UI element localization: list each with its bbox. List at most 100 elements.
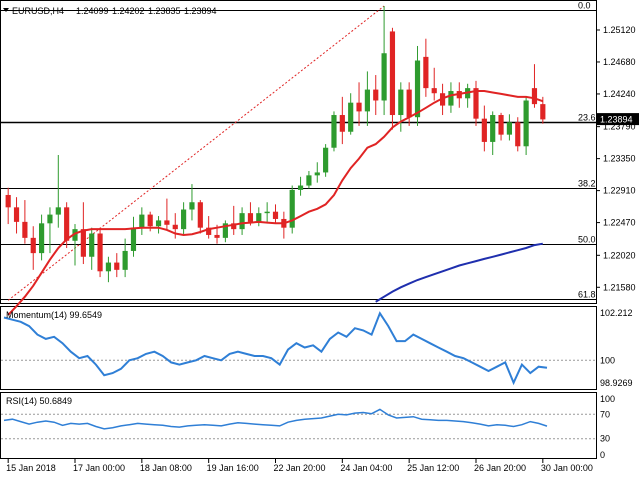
candle-body (47, 214, 53, 224)
price-tick-label: 1.22470 (603, 218, 636, 228)
candle-body (297, 185, 304, 190)
candle-body (264, 211, 270, 214)
current-price-box (597, 113, 639, 126)
candle (80, 202, 86, 265)
open-value: 1.24099 (76, 6, 109, 16)
slow-ma-line (375, 242, 543, 303)
time-tick-label: 15 Jan 2018 (6, 463, 56, 473)
candle-body (448, 91, 454, 106)
candle-body (39, 223, 45, 254)
candle-body (214, 234, 220, 238)
candle (105, 256, 112, 283)
candle (389, 27, 396, 130)
candle-body (306, 175, 312, 186)
candlesticks (5, 6, 546, 283)
candle (289, 185, 295, 234)
rsi-title: RSI(14) 50.6849 (6, 396, 72, 406)
candle (5, 187, 11, 225)
candle-body (13, 207, 20, 222)
candle (222, 220, 228, 243)
candle (239, 207, 245, 235)
candle (373, 75, 379, 116)
candle-body (498, 115, 504, 135)
dotted-trendline (7, 5, 385, 301)
candle (30, 226, 36, 270)
time-tick-label: 18 Jan 08:00 (140, 463, 192, 473)
candle (431, 67, 437, 101)
high-value: 1.24202 (112, 6, 145, 16)
price-tick-label: 1.23350 (603, 154, 636, 164)
rsi-indicator: 70 30 100 0 (1, 394, 615, 460)
candle-body (72, 229, 78, 241)
momentum-tick-label: 98.9269 (600, 378, 633, 388)
candle-body (331, 115, 337, 148)
candle (181, 202, 187, 235)
candle-body (490, 115, 496, 142)
time-tick-label: 26 Jan 20:00 (474, 463, 526, 473)
candle (531, 64, 538, 108)
candle-body (189, 202, 195, 210)
candle (13, 197, 20, 234)
trendline (7, 5, 385, 301)
candle-body (155, 220, 162, 227)
candle-body (22, 221, 28, 238)
candle (130, 216, 137, 257)
time-tick-label: 25 Jan 12:00 (407, 463, 459, 473)
time-tick-label: 17 Jan 00:00 (73, 463, 125, 473)
candle-body (481, 118, 487, 142)
fast-ma-line (7, 90, 544, 316)
price-tick-label: 1.24680 (603, 57, 636, 67)
candle (164, 198, 170, 231)
main-pane-frame (0, 0, 597, 304)
rsi-tick-label: 30 (600, 434, 610, 444)
time-axis: 15 Jan 2018 17 Jan 00:00 18 Jan 08:00 19 Ja… (6, 459, 593, 473)
candle-body (473, 88, 479, 119)
candle (89, 227, 95, 270)
close-value: 1.23894 (184, 6, 217, 16)
candle-body (5, 194, 11, 208)
candle-body (55, 207, 61, 215)
candle (381, 6, 387, 116)
candle (473, 80, 479, 126)
fib-label: 0.0 (578, 1, 591, 11)
candle-body (122, 250, 128, 270)
price-tick-label: 1.22910 (603, 186, 636, 196)
candle (423, 38, 429, 97)
candle-body (364, 89, 370, 112)
candle-body (523, 100, 529, 147)
time-tick-label: 22 Jan 20:00 (274, 463, 326, 473)
current-price-label: 1.23894 (600, 115, 633, 125)
momentum-title: Momentum(14) 99.6549 (6, 310, 102, 320)
candle-body (256, 213, 262, 222)
candle (206, 216, 212, 239)
candle (197, 200, 203, 234)
candle (406, 82, 412, 126)
candle-body (197, 202, 203, 228)
momentum-indicator: 102.212 100 98.9269 (1, 308, 633, 388)
candle-body (172, 224, 178, 230)
candle (297, 176, 304, 196)
candle (97, 227, 103, 278)
candle (331, 111, 337, 152)
candle (481, 105, 487, 152)
fib-label: 50.0 (578, 235, 596, 245)
candle-body (531, 88, 538, 105)
candle-body (398, 89, 404, 116)
candle (114, 253, 120, 278)
candle (264, 202, 270, 222)
candle-body (406, 89, 412, 118)
candle (306, 170, 312, 189)
candle (339, 96, 345, 145)
candle (55, 155, 61, 228)
candle (231, 205, 237, 235)
candle (39, 214, 45, 261)
candle-body (97, 233, 103, 272)
candle-body (89, 233, 95, 257)
candle (256, 207, 262, 227)
candle (139, 207, 145, 235)
candle (155, 216, 162, 234)
symbol-label: EURUSD,H4 (12, 6, 64, 16)
dropdown-triangle-icon[interactable] (3, 8, 9, 12)
rsi-line (3, 408, 548, 430)
